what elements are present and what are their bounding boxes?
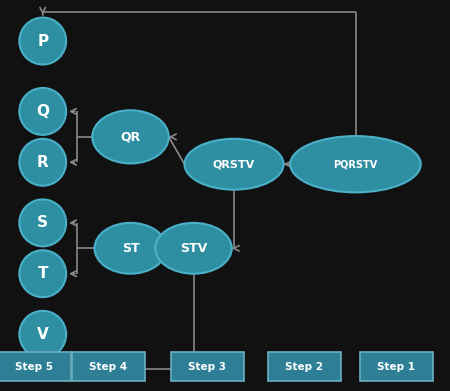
Text: Step 4: Step 4	[90, 362, 127, 371]
Text: T: T	[37, 266, 48, 281]
Ellipse shape	[19, 250, 66, 297]
Text: S: S	[37, 215, 48, 230]
Ellipse shape	[19, 199, 66, 246]
Text: V: V	[37, 327, 49, 342]
Text: STV: STV	[180, 242, 207, 255]
Ellipse shape	[19, 139, 66, 186]
FancyBboxPatch shape	[0, 352, 71, 381]
Ellipse shape	[19, 311, 66, 358]
FancyBboxPatch shape	[360, 352, 433, 381]
FancyBboxPatch shape	[171, 352, 244, 381]
Ellipse shape	[19, 18, 66, 65]
Ellipse shape	[155, 223, 232, 274]
Text: Step 5: Step 5	[15, 362, 53, 371]
FancyBboxPatch shape	[72, 352, 145, 381]
Text: P: P	[37, 34, 48, 48]
Text: Step 2: Step 2	[285, 362, 323, 371]
Text: Q: Q	[36, 104, 49, 119]
Text: R: R	[37, 155, 49, 170]
Ellipse shape	[184, 139, 284, 190]
Text: QRSTV: QRSTV	[213, 159, 255, 169]
FancyBboxPatch shape	[268, 352, 341, 381]
Text: PQRSTV: PQRSTV	[333, 159, 378, 169]
Text: Step 3: Step 3	[189, 362, 226, 371]
Text: ST: ST	[122, 242, 140, 255]
Ellipse shape	[94, 223, 166, 274]
Text: Step 1: Step 1	[378, 362, 415, 371]
Text: QR: QR	[121, 130, 140, 143]
Ellipse shape	[290, 136, 421, 192]
Ellipse shape	[19, 88, 66, 135]
Ellipse shape	[92, 110, 169, 163]
